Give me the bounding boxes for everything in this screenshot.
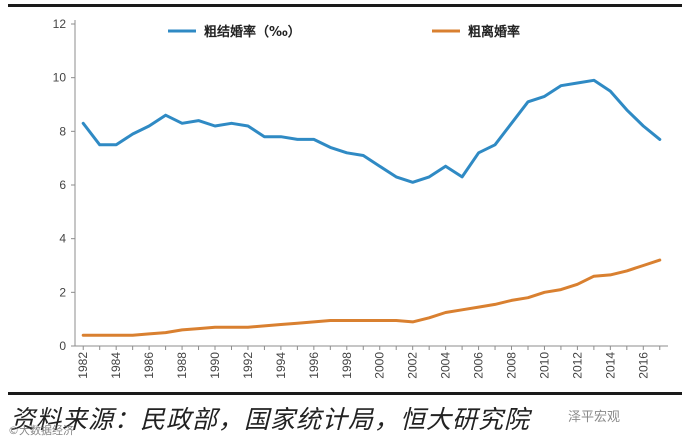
- chart-legend: 粗结婚率（‰） 粗离婚率: [168, 24, 520, 40]
- watermark-right: 泽平宏观: [568, 410, 621, 425]
- x-tick-label: 1994: [274, 352, 288, 379]
- x-tick-label: 2010: [537, 352, 551, 379]
- x-tick-label: 2000: [373, 352, 387, 379]
- chart-lines: [81, 78, 662, 337]
- x-tick-label: 1986: [142, 352, 156, 379]
- bottom-rule: [8, 392, 682, 395]
- x-tick-label: 1998: [340, 352, 354, 379]
- x-tick-label: 2014: [603, 352, 617, 379]
- legend-label-2: 粗离婚率: [468, 24, 520, 40]
- x-tick-label: 1990: [208, 352, 222, 379]
- y-tick-label: 4: [59, 232, 66, 246]
- x-tick-label: 2016: [636, 352, 650, 379]
- x-tick-label: 1996: [307, 352, 321, 379]
- x-tick-label: 2012: [570, 352, 584, 379]
- y-tick-label: 0: [59, 339, 66, 353]
- x-tick-label: 1988: [175, 352, 189, 379]
- x-tick-label: 2004: [439, 352, 453, 379]
- x-tick-label: 2002: [406, 352, 420, 379]
- line-chart: 0 2 4 6 8 10 12 1982 1984 1986 1988 1990 1992 1994 199…: [53, 17, 668, 379]
- x-tick-label: 2008: [505, 352, 519, 379]
- x-tick-label: 1992: [241, 352, 255, 379]
- y-tick-label: 2: [59, 285, 66, 299]
- x-tick-label: 2006: [472, 352, 486, 379]
- x-tick-label: 1982: [76, 352, 90, 379]
- y-tick-label: 10: [53, 71, 67, 85]
- chart-axes: [74, 20, 668, 347]
- chart-ticks: 0 2 4 6 8 10 12 1982 1984 1986 1988 1990 1992 1994 199…: [53, 17, 661, 379]
- series-line-1: [81, 78, 662, 184]
- watermark-left: ©大数据经济: [8, 424, 74, 437]
- legend-label-1: 粗结婚率（‰）: [204, 24, 301, 40]
- source-note: 资料来源：民政部，国家统计局，恒大研究院: [10, 405, 531, 434]
- x-tick-label: 1984: [109, 352, 123, 379]
- top-rule: [8, 4, 682, 7]
- y-tick-label: 6: [59, 178, 66, 192]
- y-tick-label: 12: [53, 17, 67, 31]
- series-line-2: [81, 258, 662, 337]
- y-tick-label: 8: [59, 124, 66, 138]
